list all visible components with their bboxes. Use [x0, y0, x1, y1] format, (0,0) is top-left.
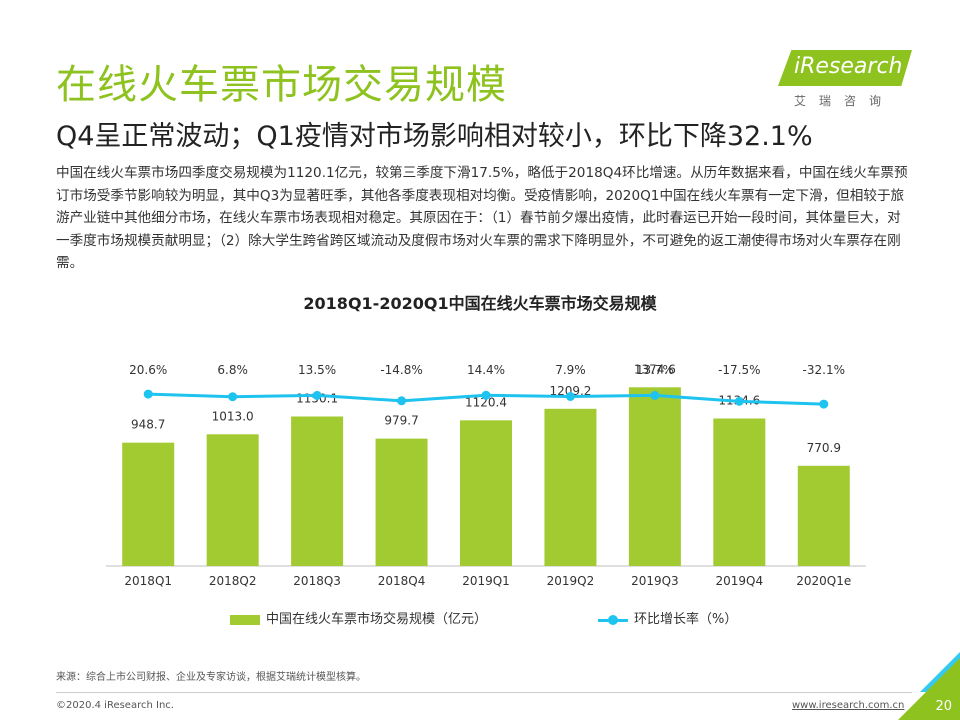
page-subtitle: Q4呈正常波动；Q1疫情对市场影响相对较小，环比下降32.1% — [56, 121, 813, 152]
bar-label-2019Q3: 1374.6 — [634, 362, 676, 376]
bar-2019Q1 — [460, 420, 512, 566]
chart-title: 2018Q1-2020Q1中国在线火车票市场交易规模 — [303, 294, 657, 313]
logo-subtext: 艾瑞咨询 — [794, 94, 895, 108]
growth-label-2018Q4: -14.8% — [380, 363, 422, 377]
x-tick-label-2018Q1: 2018Q1 — [124, 574, 172, 588]
website-link[interactable]: www.iresearch.com.cn — [792, 700, 905, 711]
growth-label-2018Q1: 20.6% — [129, 363, 167, 377]
growth-label-2019Q3: 13.7% — [636, 363, 674, 377]
growth-label-2019Q1: 14.4% — [467, 363, 505, 377]
corner-green-triangle — [898, 658, 960, 720]
bar-2019Q2 — [544, 408, 597, 566]
legend-bar-label: 中国在线火车票市场交易规模（亿元） — [266, 612, 488, 627]
corner-decoration: 20 — [888, 648, 960, 720]
x-tick-label-2018Q2: 2018Q2 — [209, 574, 257, 588]
bar-label-2020Q1e: 770.9 — [807, 441, 841, 455]
growth-label-2018Q2: 6.8% — [217, 363, 248, 377]
legend-line-label: 环比增长率（%） — [634, 612, 738, 627]
copyright-text: ©2020.4 iResearch Inc. — [56, 700, 174, 711]
growth-point-2018Q4 — [397, 396, 407, 406]
x-tick-label-2019Q4: 2019Q4 — [716, 574, 764, 588]
growth-point-2018Q3 — [312, 390, 322, 400]
page-title: 在线火车票市场交易规模 — [56, 62, 507, 108]
x-tick-label-2019Q2: 2019Q2 — [547, 574, 595, 588]
source-note: 来源：综合上市公司财报、企业及专家访谈，根据艾瑞统计模型核算。 — [56, 672, 366, 683]
page-number: 20 — [935, 699, 952, 714]
summary-paragraph: 中国在线火车票市场四季度交易规模为1120.1亿元，较第三季度下滑17.5%，略… — [56, 165, 908, 272]
footer-divider — [56, 692, 912, 693]
growth-point-2019Q3 — [650, 390, 660, 400]
growth-label-2020Q1e: -32.1% — [803, 363, 845, 377]
growth-point-2019Q4 — [734, 396, 744, 406]
bar-2018Q1 — [122, 442, 175, 566]
bar-2019Q3 — [628, 387, 681, 566]
legend-item-bar: 中国在线火车票市场交易规模（亿元） — [230, 608, 487, 627]
bar-2019Q4 — [713, 418, 766, 566]
legend-bar-swatch — [230, 614, 260, 625]
x-tick-label-2020Q1e: 2020Q1e — [796, 574, 851, 588]
growth-point-2019Q1 — [481, 390, 491, 400]
growth-label-2018Q3: 13.5% — [298, 363, 336, 377]
bar-label-2018Q2: 1013.0 — [212, 409, 254, 423]
bar-2018Q2 — [206, 434, 259, 566]
bar-label-2018Q1: 948.7 — [131, 418, 165, 432]
growth-point-2020Q1e — [819, 399, 829, 409]
growth-label-2019Q2: 7.9% — [555, 363, 586, 377]
legend-item-line: 环比增长率（%） — [598, 608, 737, 627]
logo-text: iResearch — [794, 54, 903, 79]
legend-line-swatch — [598, 614, 628, 625]
logo-mark — [778, 50, 912, 86]
growth-point-2018Q1 — [143, 389, 153, 399]
bar-2020Q1e — [797, 465, 850, 566]
bar-2018Q4 — [375, 438, 428, 566]
x-tick-label-2019Q3: 2019Q3 — [631, 574, 679, 588]
growth-point-2019Q2 — [565, 391, 575, 401]
iresearch-logo: iResearch 艾瑞咨询 — [776, 50, 916, 108]
growth-label-2019Q4: -17.5% — [718, 363, 760, 377]
bar-label-2019Q2: 1209.2 — [549, 384, 591, 398]
bar-label-2019Q1: 1120.4 — [465, 395, 507, 409]
x-tick-label-2019Q1: 2019Q1 — [462, 574, 510, 588]
growth-point-2018Q2 — [228, 392, 238, 402]
bar-label-2018Q4: 979.7 — [384, 414, 418, 428]
x-tick-label-2018Q4: 2018Q4 — [378, 574, 426, 588]
bar-2018Q3 — [291, 416, 344, 566]
x-tick-label-2018Q3: 2018Q3 — [293, 574, 341, 588]
